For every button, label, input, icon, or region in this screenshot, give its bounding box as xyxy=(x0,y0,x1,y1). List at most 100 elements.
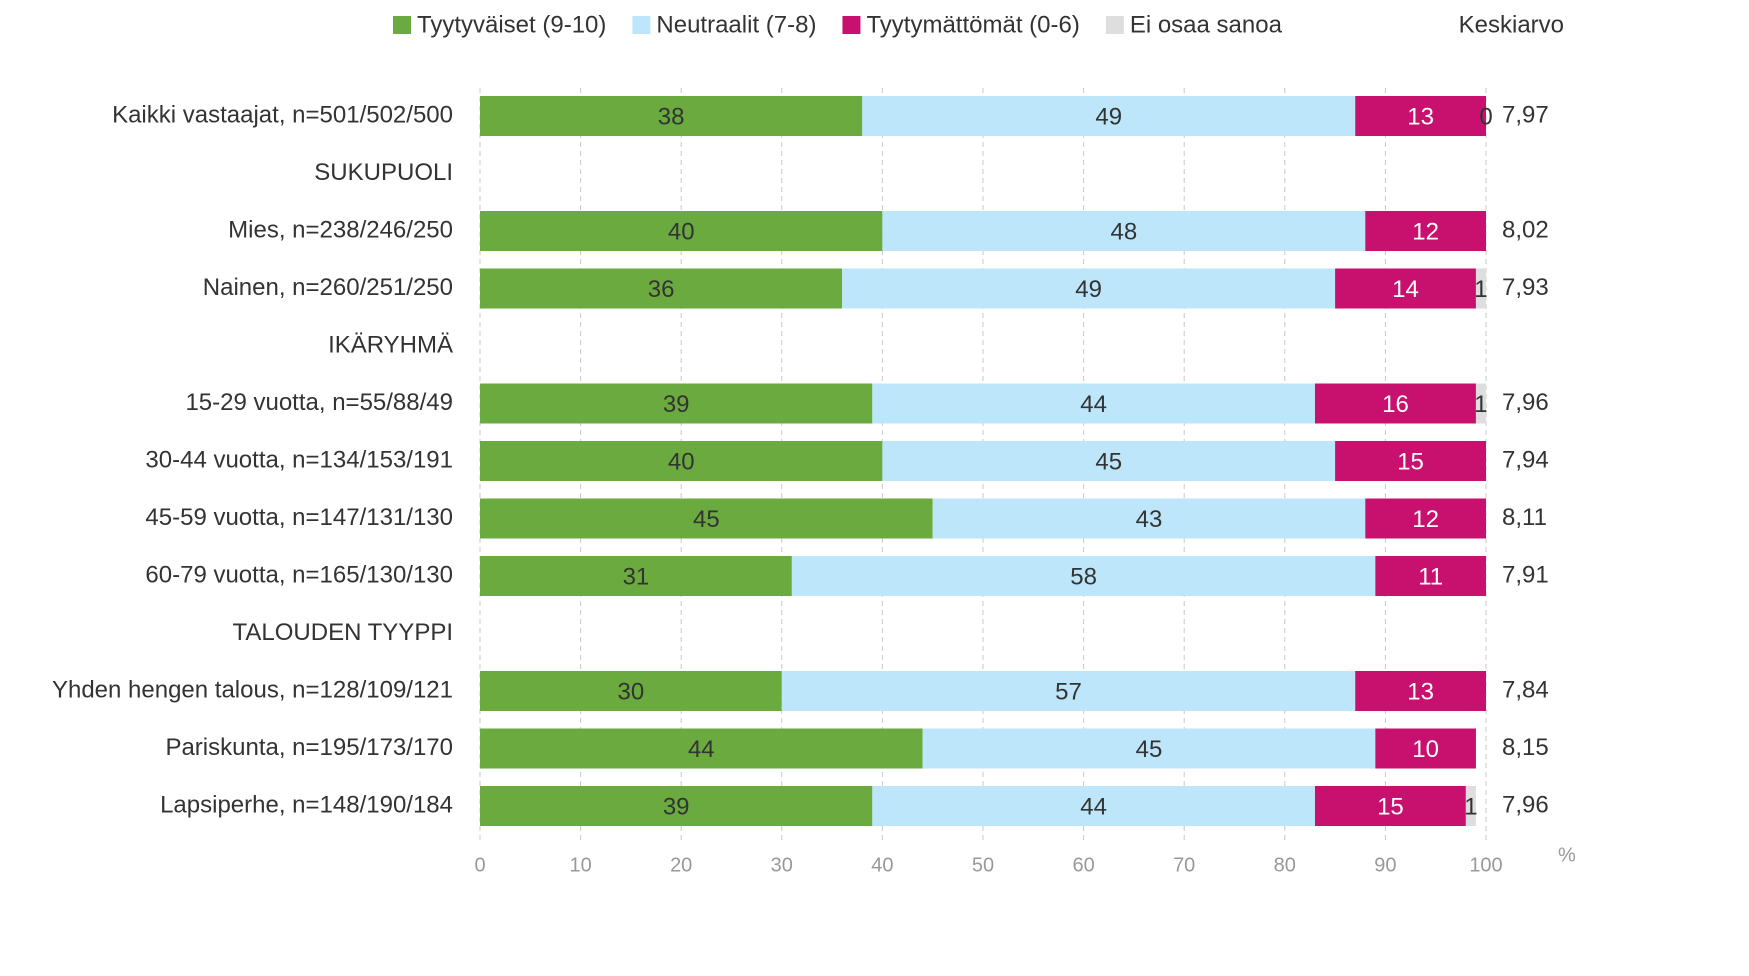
data-label: 16 xyxy=(1382,391,1409,418)
data-label: 39 xyxy=(663,793,690,820)
data-label: 1 xyxy=(1464,793,1477,820)
category-label: 45-59 vuotta, n=147/131/130 xyxy=(145,504,453,531)
bar-segment xyxy=(480,268,843,309)
bar-segment xyxy=(480,383,873,424)
mean-value: 7,91 xyxy=(1502,561,1549,588)
data-label: 15 xyxy=(1377,793,1404,820)
bar-segment xyxy=(1375,556,1486,596)
mean-value: 7,94 xyxy=(1502,446,1549,473)
bar-segment xyxy=(781,671,1356,711)
bar-segment xyxy=(1465,786,1476,826)
x-axis-label: % xyxy=(1558,844,1576,866)
category-label: Kaikki vastaajat, n=501/502/500 xyxy=(112,101,453,128)
mean-value: 7,84 xyxy=(1502,676,1549,703)
bar-segment xyxy=(480,671,782,711)
data-label: 38 xyxy=(658,103,685,130)
data-label: 10 xyxy=(1412,736,1439,763)
bar-segment xyxy=(882,441,1336,481)
data-label: 13 xyxy=(1407,103,1434,130)
x-tick-label: 10 xyxy=(569,854,591,876)
x-tick-label: 40 xyxy=(871,854,893,876)
category-label: TALOUDEN TYYPPI xyxy=(233,619,454,646)
data-label: 11 xyxy=(1418,563,1443,590)
legend-swatch xyxy=(632,16,651,34)
bar-segment xyxy=(1365,211,1486,251)
data-label: 15 xyxy=(1397,448,1424,475)
mean-value: 7,93 xyxy=(1502,274,1549,301)
bar-segment xyxy=(1475,383,1486,424)
category-label: 60-79 vuotta, n=165/130/130 xyxy=(145,561,453,588)
bar-segment xyxy=(480,556,792,596)
x-tick-label: 80 xyxy=(1274,854,1296,876)
data-label: 45 xyxy=(1136,736,1163,763)
mean-value: 8,15 xyxy=(1502,734,1549,761)
data-label: 45 xyxy=(693,506,720,533)
data-label: 44 xyxy=(1080,391,1107,418)
data-label: 1 xyxy=(1474,276,1487,303)
bar-segment xyxy=(480,96,863,136)
x-tick-label: 30 xyxy=(771,854,793,876)
x-tick-label: 20 xyxy=(670,854,692,876)
data-label: 44 xyxy=(1080,793,1107,820)
data-label: 12 xyxy=(1412,506,1439,533)
bar-segment xyxy=(842,268,1336,309)
legend-label: Neutraalit (7-8) xyxy=(656,11,816,38)
mean-value: 8,02 xyxy=(1502,216,1549,243)
legend-swatch xyxy=(393,16,411,34)
bar-segment xyxy=(1335,268,1476,309)
bar-segment xyxy=(872,786,1315,826)
category-label: Yhden hengen talous, n=128/109/121 xyxy=(52,676,453,703)
data-label: 43 xyxy=(1136,506,1163,533)
x-tick-label: 70 xyxy=(1173,854,1195,876)
legend-swatch xyxy=(842,16,861,34)
data-label: 45 xyxy=(1095,448,1122,475)
data-label: 1 xyxy=(1474,391,1487,418)
mean-value: 7,96 xyxy=(1502,791,1549,818)
category-label: 15-29 vuotta, n=55/88/49 xyxy=(185,389,453,416)
bar-segment xyxy=(1365,498,1486,539)
category-label: IKÄRYHMÄ xyxy=(328,331,453,358)
bar-segment xyxy=(791,556,1376,596)
mean-value: 7,96 xyxy=(1502,389,1549,416)
data-label: 39 xyxy=(663,391,690,418)
bar-segment xyxy=(862,96,1356,136)
bar-segment xyxy=(882,211,1366,251)
bar-segment xyxy=(872,383,1315,424)
bar-segment xyxy=(1475,268,1486,309)
data-label: 40 xyxy=(668,218,695,245)
legend-label: Tyytymättömät (0-6) xyxy=(866,11,1079,38)
data-label: 48 xyxy=(1110,218,1137,245)
data-label: 36 xyxy=(648,276,675,303)
data-label: 31 xyxy=(623,563,650,590)
category-label: Pariskunta, n=195/173/170 xyxy=(165,734,453,761)
data-label: 49 xyxy=(1095,103,1122,130)
x-tick-label: 90 xyxy=(1374,854,1396,876)
bar-segment xyxy=(1375,728,1476,769)
x-tick-label: 100 xyxy=(1469,854,1502,876)
data-label: 57 xyxy=(1055,678,1082,705)
legend-label: Tyytyväiset (9-10) xyxy=(417,11,606,38)
x-tick-label: 50 xyxy=(972,854,994,876)
category-label: Lapsiperhe, n=148/190/184 xyxy=(160,791,453,818)
bar-segment xyxy=(922,728,1376,769)
data-label: 58 xyxy=(1070,563,1097,590)
mean-title: Keskiarvo xyxy=(1459,11,1564,38)
bar-segment xyxy=(480,211,883,251)
category-label: 30-44 vuotta, n=134/153/191 xyxy=(145,446,453,473)
bar-segment xyxy=(480,441,883,481)
mean-value: 8,11 xyxy=(1502,504,1547,531)
bar-segment xyxy=(1355,96,1486,136)
bar-segment xyxy=(480,786,873,826)
bar-segment xyxy=(1314,786,1466,826)
x-tick-label: 0 xyxy=(474,854,485,876)
bar-segment xyxy=(1355,671,1486,711)
bar-segment xyxy=(480,728,923,769)
bar-segment xyxy=(1335,441,1486,481)
data-label: 44 xyxy=(688,736,715,763)
data-label: 30 xyxy=(618,678,645,705)
legend-swatch xyxy=(1105,16,1124,34)
data-label: 12 xyxy=(1412,218,1439,245)
data-label: 49 xyxy=(1075,276,1102,303)
mean-value: 7,97 xyxy=(1502,101,1549,128)
